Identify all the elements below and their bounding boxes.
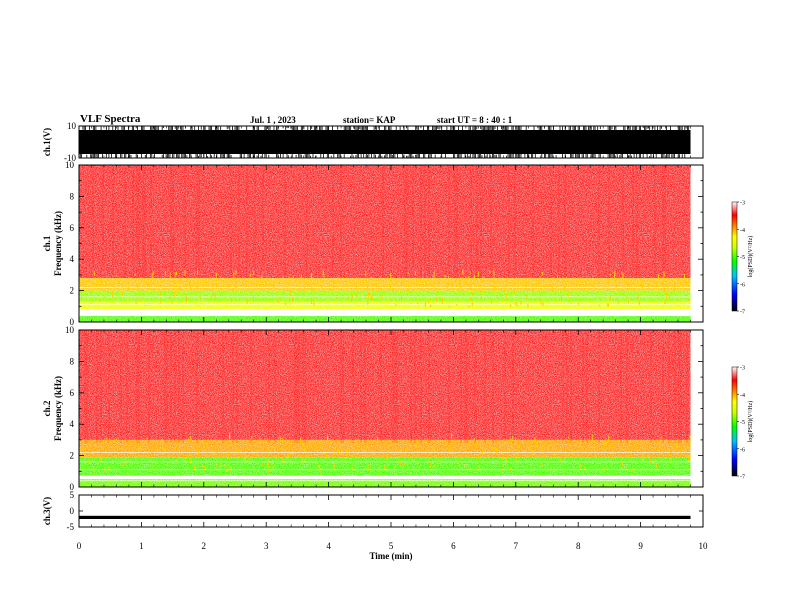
x-tick-label: 1: [139, 541, 144, 551]
ch1-y-tick-label: 0: [70, 317, 75, 327]
ch2-bursts: [79, 433, 691, 473]
ch1-y-tick-label: 10: [65, 160, 75, 170]
x-tick-label: 6: [451, 541, 456, 551]
ch2-spectrogram: [79, 330, 691, 487]
x-tick-label: 9: [638, 541, 643, 551]
ch2-colorbar-label: log(PSD)(V²/Hz): [747, 401, 754, 442]
x-tick-label: 4: [326, 541, 331, 551]
ch2-y-tick-label: 8: [70, 356, 75, 366]
ch2-ylabel-channel: ch.2: [42, 400, 52, 416]
ch3-waveform-series: [79, 515, 691, 519]
ch1-speckle: [79, 165, 691, 322]
ch1-bursts: [79, 269, 689, 308]
x-tick-label: 0: [77, 541, 82, 551]
x-axis-label: Time (min): [369, 551, 412, 561]
start-time-label: start UT = 8 : 40 : 1: [437, 115, 513, 125]
ch2-y-tick-label: 6: [70, 388, 75, 398]
ch1-waveform-ylabel: ch.1(V): [42, 128, 52, 156]
ch1-waveform-series: [78, 126, 691, 158]
ch1-y-tick-label: 8: [70, 191, 75, 201]
x-tick-label: 8: [576, 541, 581, 551]
x-tick-label: 5: [389, 541, 394, 551]
ch2-colorbar-tick-label: -4: [740, 393, 745, 399]
ch2-y-tick-label: 2: [70, 451, 75, 461]
chart-title: VLF Spectra: [80, 113, 141, 125]
x-tick-label: 7: [514, 541, 519, 551]
ch1-y-tick-label: 4: [70, 254, 75, 264]
date-label: Jul. 1 , 2023: [250, 115, 296, 125]
ch2-ylabel-frequency: Frequency (kHz): [53, 376, 63, 441]
ch1-colorbar-tick-label: -6: [740, 282, 745, 288]
ch1-y-tick-label: 6: [70, 223, 75, 233]
ch1-y-tick-label: -10: [64, 153, 76, 163]
ch1-waveform-body: [79, 130, 691, 154]
ch2-colorbar-tick-label: -6: [740, 447, 745, 453]
ch3-waveform-ylabel: ch.3(V): [42, 497, 52, 525]
ch2-y-tick-label: 10: [65, 325, 75, 335]
ch1-spectrogram: [79, 165, 691, 322]
ch1-colorbar-tick-label: -4: [740, 228, 745, 234]
ch1-colorbar-label: log(PSD)(V²/Hz): [747, 236, 754, 277]
x-tick-label: 3: [264, 541, 269, 551]
ch2-colorbar-tick-label: -5: [740, 420, 745, 426]
ch2-colorbar: [731, 366, 738, 477]
x-tick-label: 2: [202, 541, 207, 551]
ch1-y-tick-label: 2: [70, 286, 75, 296]
ch1-colorbar-tick-label: -5: [740, 255, 745, 261]
ch2-streaks: [84, 330, 688, 444]
ch1-streaks: [92, 165, 666, 279]
x-tick-label: 10: [699, 541, 709, 551]
ch1-colorbar-tick-label: -3: [740, 201, 745, 207]
ch1-colorbar-tick-label: -7: [740, 310, 745, 316]
ch3-y-tick-label: -5: [67, 522, 75, 532]
ch2-speckle: [79, 330, 691, 487]
ch1-ylabel-channel: ch.1: [42, 235, 52, 251]
ch2-y-tick-label: 0: [70, 482, 75, 492]
ch3-y-tick-label: 5: [70, 490, 75, 500]
ch2-y-tick-label: 4: [70, 419, 75, 429]
ch1-y-tick-label: 10: [67, 121, 77, 131]
ch3-y-tick-label: 0: [70, 506, 75, 516]
station-label: station= KAP: [343, 115, 396, 125]
ch1-colorbar: [731, 201, 738, 312]
ch1-ylabel-frequency: Frequency (kHz): [53, 211, 63, 276]
ch2-colorbar-tick-label: -7: [740, 475, 745, 481]
ch2-colorbar-tick-label: -3: [740, 366, 745, 372]
